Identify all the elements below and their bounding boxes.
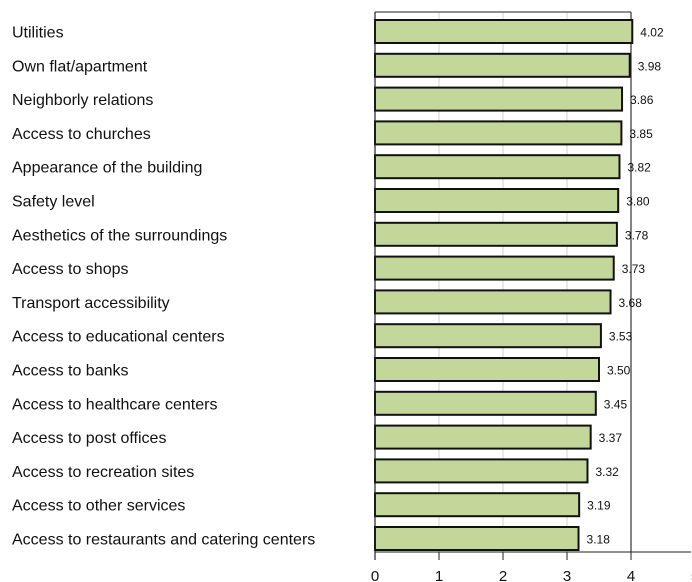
- data-label: 4.02: [640, 26, 664, 40]
- category-label: Safety level: [12, 194, 95, 211]
- data-label: 3.37: [599, 431, 623, 445]
- x-tick-label: 3: [563, 568, 571, 582]
- category-label: Access to healthcare centers: [12, 396, 217, 413]
- x-tick-label: 0: [371, 568, 379, 582]
- bar: [374, 289, 612, 315]
- bars: [374, 19, 634, 551]
- data-label: 3.50: [607, 364, 631, 378]
- bar: [374, 221, 618, 247]
- category-label: Access to shops: [12, 261, 129, 278]
- category-label: Aesthetics of the surroundings: [12, 227, 227, 244]
- bar: [374, 526, 580, 551]
- category-label: Access to restaurants and catering cente…: [12, 532, 315, 549]
- data-label: 3.73: [622, 262, 646, 276]
- x-tick-label: 2: [499, 568, 507, 582]
- data-label: 3.86: [630, 93, 654, 107]
- data-label: 3.78: [625, 228, 649, 242]
- bar: [374, 255, 615, 281]
- category-label: Access to post offices: [12, 430, 166, 447]
- value-labels: 4.02 3.98 3.86 3.85 3.82 3.80 3.78 3.73 3.68 3.53…: [587, 26, 664, 547]
- bar: [374, 323, 602, 349]
- category-label: Access to other services: [12, 498, 185, 515]
- category-label: Neighborly relations: [12, 92, 153, 109]
- category-label: Access to banks: [12, 363, 129, 380]
- bar: [374, 492, 581, 518]
- bar: [374, 120, 623, 146]
- bar: [374, 154, 621, 180]
- bar: [374, 458, 589, 484]
- category-label: Access to educational centers: [12, 329, 225, 346]
- category-label: Access to recreation sites: [12, 464, 194, 481]
- data-label: 3.68: [619, 296, 643, 310]
- data-label: 3.45: [604, 397, 628, 411]
- category-label: Appearance of the building: [12, 160, 202, 177]
- data-label: 3.80: [626, 195, 650, 209]
- bar: [374, 52, 631, 78]
- bar: [374, 424, 592, 450]
- bar: [374, 19, 634, 44]
- category-label: Utilities: [12, 25, 64, 42]
- data-label: 3.53: [609, 330, 633, 344]
- bar: [374, 357, 600, 382]
- x-axis: 0 1 2 3 4 5: [371, 11, 692, 582]
- bar: [374, 188, 620, 213]
- x-tick-label: 5: [691, 568, 692, 582]
- bar: [374, 86, 624, 112]
- data-label: 3.82: [627, 161, 651, 175]
- data-label: 3.98: [638, 59, 662, 73]
- data-label: 3.85: [629, 127, 653, 141]
- x-tick-label: 1: [435, 568, 443, 582]
- category-label: Transport accessibility: [12, 295, 170, 312]
- x-tick-label: 4: [627, 568, 635, 582]
- bar: [374, 390, 597, 416]
- data-label: 3.19: [587, 499, 611, 513]
- data-label: 3.18: [587, 533, 611, 547]
- data-label: 3.32: [595, 465, 619, 479]
- category-label: Access to churches: [12, 126, 151, 143]
- category-label: Own flat/apartment: [12, 58, 148, 75]
- category-labels: Utilities Own flat/apartment Neighborly re…: [12, 25, 315, 549]
